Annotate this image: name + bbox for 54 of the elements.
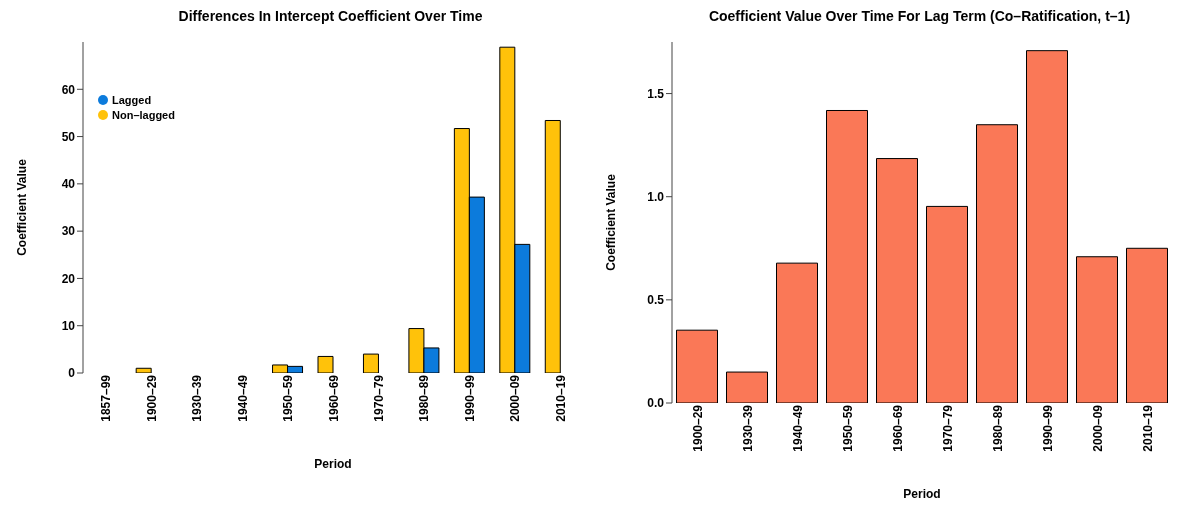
bar — [1126, 247, 1168, 403]
bar — [676, 329, 718, 403]
x-tick-label: 1960–69 — [326, 374, 341, 422]
x-tick-label: 1960–69 — [890, 404, 905, 452]
x-axis-title: Period — [903, 487, 941, 501]
x-tick-label: 2000–09 — [1090, 404, 1105, 452]
bar — [544, 119, 561, 373]
legend-label: Lagged — [112, 94, 152, 106]
x-tick-label: 1950–59 — [840, 404, 855, 452]
y-tick-label: 1.0 — [647, 189, 665, 204]
x-tick-label: 1940–49 — [790, 404, 805, 452]
y-tick-label: 50 — [61, 129, 76, 144]
x-tick-label: 1857–99 — [99, 374, 114, 422]
y-tick-label: 0.0 — [647, 396, 665, 411]
x-axis-title: Period — [314, 457, 352, 471]
x-tick-label: 1900–29 — [690, 404, 705, 452]
x-tick-label: 2010–19 — [553, 374, 568, 422]
chart-title: Differences In Intercept Coefficient Over Time — [177, 8, 484, 26]
x-tick-label: 1990–99 — [1040, 404, 1055, 452]
x-tick-label: 1980–89 — [990, 404, 1005, 452]
y-tick-label: 10 — [61, 318, 76, 333]
x-tick-label: 2000–09 — [508, 374, 523, 422]
y-tick-label: 0.5 — [647, 293, 665, 308]
bar — [1026, 50, 1068, 403]
x-tick-label: 1900–29 — [144, 374, 159, 422]
y-axis-title: Coefficient Value — [604, 173, 619, 271]
bar — [876, 158, 918, 403]
y-tick-label: 0 — [68, 366, 76, 381]
y-tick-label: 40 — [61, 177, 76, 192]
bar — [776, 262, 818, 403]
bar — [317, 355, 334, 373]
bar — [926, 205, 968, 403]
bar — [726, 371, 768, 403]
bar — [1076, 256, 1118, 403]
bar — [976, 124, 1018, 403]
x-tick-label: 1970–79 — [371, 374, 386, 422]
x-tick-label: 1930–39 — [190, 374, 205, 422]
y-tick-label: 20 — [61, 271, 76, 286]
bar — [826, 109, 868, 403]
bar — [362, 353, 379, 373]
bar — [135, 367, 152, 373]
x-tick-label: 1940–49 — [235, 374, 250, 422]
x-tick-label: 1930–39 — [740, 404, 755, 452]
y-tick-label: 60 — [61, 82, 76, 97]
x-tick-label: 1980–89 — [417, 374, 432, 422]
x-tick-label: 1950–59 — [281, 374, 296, 422]
x-tick-label: 1990–99 — [462, 374, 477, 422]
y-axis-title: Coefficient Value — [15, 158, 30, 256]
x-tick-label: 1970–79 — [940, 404, 955, 452]
chart-title: Coefficient Value Over Time For Lag Term (Co–Ratification, t–1) — [707, 8, 1132, 26]
x-tick-label: 2010–19 — [1140, 404, 1155, 452]
y-tick-label: 1.5 — [647, 86, 665, 101]
legend-label: Non–lagged — [112, 109, 175, 121]
y-tick-label: 30 — [61, 224, 76, 239]
